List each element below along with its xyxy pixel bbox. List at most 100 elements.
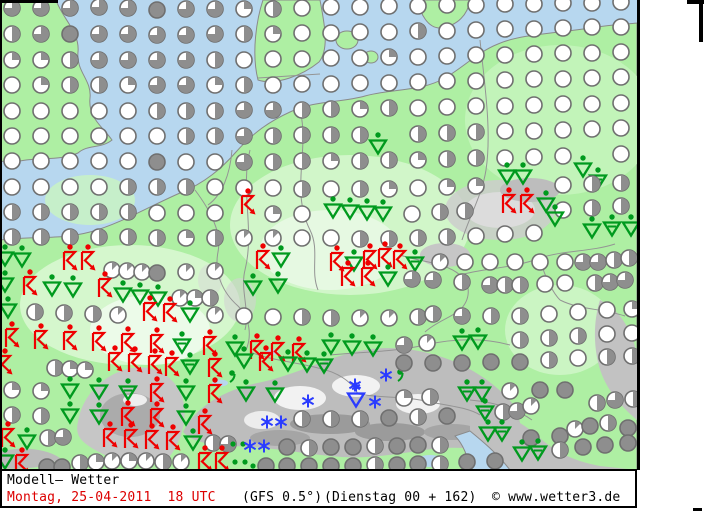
station-symbol-cloud-cover-0-8-clear-circle [525, 148, 543, 166]
station-symbol-cloud-cover-0-8-clear-circle [61, 102, 79, 120]
station-symbol-cloud-cover-6-8-pie [148, 51, 166, 69]
station-symbol-cloud-cover-4-8-half [293, 152, 311, 170]
station-symbol-cloud-cover-0-8-clear-circle [612, 43, 630, 61]
station-symbol-cloud-cover-6-8-pie [177, 26, 195, 44]
station-symbol-cloud-cover-0-8-clear-circle [583, 0, 601, 12]
station-symbol-cloud-cover-4-8-half [235, 25, 253, 43]
station-symbol-cloud-cover-0-8-clear-circle [525, 0, 543, 13]
station-symbol-cloud-cover-overcast-full [581, 417, 599, 435]
station-symbol-cloud-cover-4-8-half [605, 251, 623, 269]
station-symbol-cloud-cover-4-8-half [569, 327, 587, 345]
station-symbol-cloud-cover-4-8-half [300, 439, 318, 457]
station-symbol-cloud-cover-4-8-half [583, 175, 601, 193]
station-symbol-cloud-cover-6-8-pie [206, 0, 224, 18]
station-symbol-cloud-cover-0-8-clear-circle [32, 152, 50, 170]
station-symbol-thunderstorm-k-arrow-dot [62, 324, 78, 351]
station-symbol-cloud-cover-2-8-pie [87, 453, 105, 471]
station-symbol-cloud-cover-0-8-clear-circle [540, 305, 558, 323]
station-symbol-cloud-cover-0-8-clear-circle [612, 18, 630, 36]
station-symbol-cloud-cover-6-8-pie [264, 101, 282, 119]
station-symbol-cloud-cover-4-8-half [322, 410, 340, 428]
station-symbol-cloud-cover-6-8-pie [424, 271, 442, 289]
station-symbol-cloud-cover-0-8-clear-circle [403, 205, 421, 223]
station-symbol-cloud-cover-0-8-clear-circle [3, 152, 21, 170]
station-symbol-cloud-cover-overcast-full [619, 419, 637, 437]
station-symbol-cloud-cover-2-8-pie [395, 389, 413, 407]
station-symbol-cloud-cover-0-8-clear-circle [583, 95, 601, 113]
station-symbol-thunderstorm-k-arrow-dot [80, 244, 96, 271]
station-symbol-rain-shower-triangle-dot [11, 245, 33, 269]
station-symbol-cloud-cover-6-8-pie [148, 26, 166, 44]
station-symbol-cloud-cover-2-8-pie [120, 452, 138, 470]
station-symbol-cloud-cover-6-8-pie [235, 127, 253, 145]
station-symbol-cloud-cover-0-8-clear-circle [293, 50, 311, 68]
station-symbol-cloud-cover-4-8-half [177, 102, 195, 120]
station-symbol-cloud-cover-1-8-pie [418, 334, 436, 352]
station-symbol-rain-shower-triangle-dot [572, 155, 594, 179]
station-symbol-cloud-cover-0-8-clear-circle [61, 152, 79, 170]
station-symbol-rain-shower-triangle-dot [129, 282, 151, 306]
station-symbol-cloud-cover-0-8-clear-circle [119, 127, 137, 145]
station-symbol-cloud-cover-0-8-clear-circle [598, 325, 616, 343]
station-symbol-cloud-cover-0-8-clear-circle [293, 229, 311, 247]
station-symbol-cloud-cover-0-8-clear-circle [569, 349, 587, 367]
station-symbol-cloud-cover-overcast-full [482, 353, 500, 371]
station-symbol-cloud-cover-2-8-pie [264, 25, 282, 43]
station-symbol-cloud-cover-0-8-clear-circle [322, 180, 340, 198]
station-symbol-cloud-cover-4-8-half [409, 125, 427, 143]
window-edge-artifact-horizontal [687, 0, 704, 4]
station-symbol-cloud-cover-6-8-pie [177, 51, 195, 69]
station-symbol-snow-shower-triangle-asterisk [345, 382, 367, 409]
station-symbol-cloud-cover-0-8-clear-circle [3, 127, 21, 145]
station-symbol-thunderstorm-k-arrow-dot [123, 422, 139, 449]
station-symbol-cloud-cover-2-8-pie [206, 76, 224, 94]
station-symbol-cloud-cover-0-8-clear-circle [556, 253, 574, 271]
station-symbol-rain-shower-triangle-dot [242, 273, 264, 297]
station-symbol-cloud-cover-4-8-half [61, 228, 79, 246]
station-symbol-thunderstorm-k-arrow-dot [165, 424, 181, 451]
caption-bar: Modell— Wetter Montag, 25-04-2011 18 UTC… [0, 469, 637, 508]
station-symbol-rain-shower-triangle-dot [270, 245, 292, 269]
station-symbol-cloud-cover-1-8-pie [109, 306, 127, 324]
station-symbol-cloud-cover-6-8-pie [453, 307, 471, 325]
station-symbol-cloud-cover-4-8-half [431, 436, 449, 454]
station-symbol-cloud-cover-overcast-full [388, 437, 406, 455]
station-symbol-cloud-cover-overcast-full [148, 153, 166, 171]
station-symbol-cloud-cover-4-8-half [3, 406, 21, 424]
model-resolution: (GFS 0.5°) [242, 490, 323, 505]
station-symbol-cloud-cover-4-8-half [201, 289, 219, 307]
station-symbol-cloud-cover-0-8-clear-circle [467, 72, 485, 90]
station-symbol-rain-shower-triangle-dot [512, 162, 534, 186]
station-symbol-cloud-cover-6-8-pie [90, 25, 108, 43]
station-symbol-cloud-cover-4-8-half [511, 276, 529, 294]
station-symbol-cloud-cover-4-8-half [380, 230, 398, 248]
station-symbol-cloud-cover-2-8-pie [322, 152, 340, 170]
station-symbol-cloud-cover-0-8-clear-circle [409, 73, 427, 91]
station-symbol-cloud-cover-1-8-pie [380, 309, 398, 327]
station-symbol-cloud-cover-6-8-pie [61, 0, 79, 17]
station-symbol-cloud-cover-4-8-half [90, 203, 108, 221]
station-symbol-cloud-cover-4-8-half [583, 199, 601, 217]
station-symbol-cloud-cover-0-8-clear-circle [90, 152, 108, 170]
station-symbol-rain-shower-triangle-dot [62, 275, 84, 299]
station-symbol-cloud-cover-6-8-pie [90, 0, 108, 16]
station-symbol-rain-shower-triangle-dot [322, 196, 344, 220]
station-symbol-thunderstorm-k-arrow-dot [162, 296, 178, 323]
station-symbol-thunderstorm-k-arrow-dot [377, 241, 393, 268]
station-symbol-green-dot [250, 463, 256, 469]
station-symbol-cloud-cover-4-8-half [71, 454, 89, 472]
station-symbol-cloud-cover-0-8-clear-circle [322, 49, 340, 67]
station-symbol-cloud-cover-2-8-pie [467, 177, 485, 195]
station-symbol-cloud-cover-0-8-clear-circle [554, 176, 572, 194]
station-symbol-cloud-cover-4-8-half [206, 51, 224, 69]
station-symbol-rain-shower-triangle-dot [535, 190, 557, 214]
station-symbol-cloud-cover-4-8-half [453, 273, 471, 291]
station-symbol-cloud-cover-overcast-full [511, 353, 529, 371]
station-symbol-snow-asterisk [301, 394, 315, 408]
station-symbol-cloud-cover-0-8-clear-circle [583, 44, 601, 62]
station-symbol-cloud-cover-0-8-clear-circle [554, 95, 572, 113]
station-symbol-cloud-cover-0-8-clear-circle [583, 120, 601, 138]
station-symbol-cloud-cover-0-8-clear-circle [293, 205, 311, 223]
station-symbol-cloud-cover-1-8-pie [137, 452, 155, 470]
